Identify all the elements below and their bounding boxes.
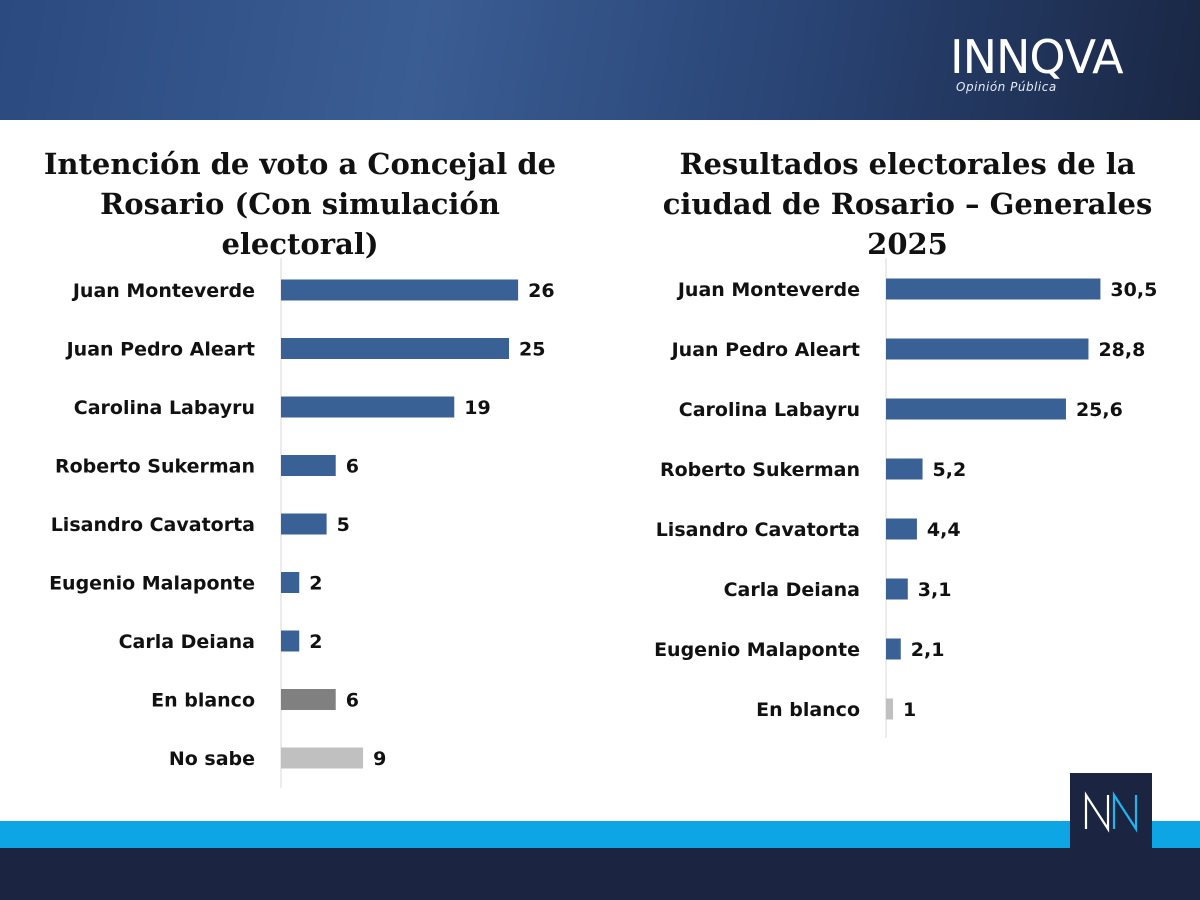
bar — [281, 572, 300, 593]
value-label: 6 — [346, 456, 359, 478]
value-label: 9 — [373, 748, 386, 770]
bar — [886, 578, 908, 600]
category-label: No sabe — [169, 748, 255, 770]
category-label: Juan Monteverde — [71, 280, 255, 302]
footer-bar — [0, 848, 1200, 900]
value-label: 19 — [464, 397, 490, 419]
bar — [281, 455, 336, 476]
value-label: 3,1 — [918, 579, 952, 601]
category-label: Juan Pedro Aleart — [65, 339, 255, 361]
category-label: Carolina Labayru — [679, 399, 860, 421]
value-label: 26 — [528, 280, 554, 302]
category-label: Juan Monteverde — [676, 279, 860, 301]
value-label: 5,2 — [933, 459, 967, 481]
value-label: 1 — [903, 699, 916, 721]
category-label: Eugenio Malaponte — [49, 573, 255, 595]
bar — [886, 458, 923, 480]
category-label: Carla Deiana — [724, 579, 860, 601]
bar — [886, 338, 1089, 360]
bar — [281, 689, 336, 710]
bar — [886, 698, 894, 720]
value-label: 2,1 — [911, 639, 945, 661]
category-label: En blanco — [756, 699, 860, 721]
category-label: Lisandro Cavatorta — [656, 519, 860, 541]
innova-logo: INNQVA Opinión Pública — [950, 30, 1160, 98]
chart-title-right: Resultados electorales de la ciudad de R… — [662, 147, 1153, 261]
bar — [281, 338, 509, 359]
value-label: 25,6 — [1076, 399, 1123, 421]
header-banner: INNQVA Opinión Pública — [0, 0, 1200, 120]
footer-band — [0, 821, 1200, 848]
bar — [281, 747, 364, 769]
bar — [281, 396, 455, 418]
bar — [281, 630, 300, 652]
chart-title-left: Intención de voto a Concejal de Rosario … — [43, 147, 557, 261]
logo-tagline: Opinión Pública — [956, 80, 1057, 94]
value-label: 6 — [346, 690, 359, 712]
category-label: Roberto Sukerman — [660, 459, 860, 481]
category-label: Carolina Labayru — [74, 397, 255, 419]
bar — [281, 513, 327, 535]
category-label: Eugenio Malaponte — [654, 639, 860, 661]
bar — [886, 398, 1066, 420]
value-label: 4,4 — [927, 519, 961, 541]
value-label: 25 — [519, 339, 545, 361]
bar — [281, 279, 519, 301]
value-label: 2 — [309, 573, 322, 595]
category-label: Roberto Sukerman — [55, 456, 255, 478]
bar — [886, 278, 1101, 300]
category-label: Juan Pedro Aleart — [670, 339, 860, 361]
value-label: 2 — [309, 631, 322, 653]
category-label: En blanco — [151, 690, 255, 712]
bar — [886, 518, 917, 540]
chart-right: Juan Monteverde 30,5 Juan Pedro Aleart 28,8… — [654, 258, 1157, 738]
value-label: 28,8 — [1098, 339, 1145, 361]
nn-logo-icon — [1070, 773, 1152, 848]
category-label: Carla Deiana — [119, 631, 255, 653]
category-label: Lisandro Cavatorta — [51, 514, 255, 536]
value-label: 5 — [337, 514, 350, 536]
value-label: 30,5 — [1110, 279, 1157, 301]
bar — [886, 638, 901, 660]
logo-wordmark: INNQVA — [950, 30, 1124, 84]
